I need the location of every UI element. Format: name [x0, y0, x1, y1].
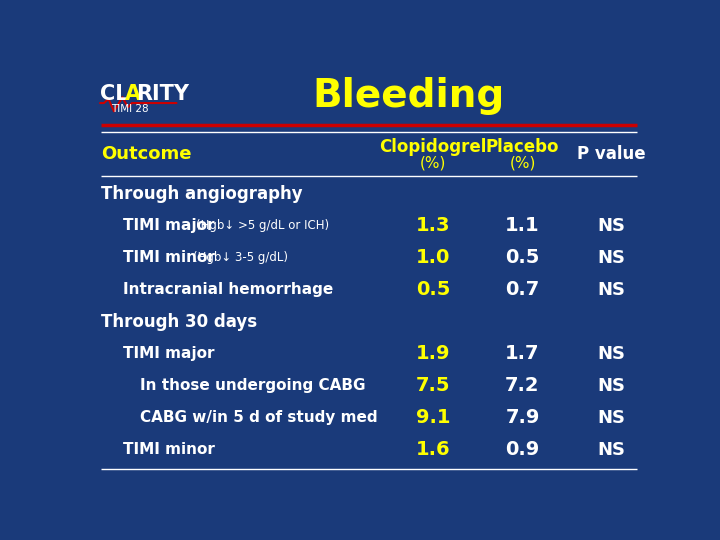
Text: NS: NS — [598, 345, 626, 363]
Text: 1.0: 1.0 — [416, 248, 450, 267]
Text: Through angiography: Through angiography — [101, 185, 303, 202]
Text: TIMI minor: TIMI minor — [124, 442, 215, 457]
Text: NS: NS — [598, 441, 626, 459]
Text: (%): (%) — [420, 156, 446, 171]
Text: Bleeding: Bleeding — [312, 77, 504, 115]
Text: Intracranial hemorrhage: Intracranial hemorrhage — [124, 282, 334, 297]
Text: (Hgb↓ 3-5 g/dL): (Hgb↓ 3-5 g/dL) — [193, 251, 288, 264]
Text: TIMI major: TIMI major — [124, 346, 215, 361]
Text: CL: CL — [100, 84, 129, 104]
Text: (Hgb↓ >5 g/dL or ICH): (Hgb↓ >5 g/dL or ICH) — [196, 219, 329, 232]
Text: NS: NS — [598, 409, 626, 427]
Text: NS: NS — [598, 377, 626, 395]
Text: A: A — [125, 84, 141, 104]
Text: NS: NS — [598, 249, 626, 267]
Text: In those undergoing CABG: In those undergoing CABG — [140, 379, 366, 393]
Text: RITY: RITY — [136, 84, 189, 104]
Text: 7.9: 7.9 — [505, 408, 539, 427]
Text: 1.9: 1.9 — [416, 345, 451, 363]
Text: 1.7: 1.7 — [505, 345, 540, 363]
Text: NS: NS — [598, 217, 626, 235]
Text: TIMI 28: TIMI 28 — [111, 104, 149, 114]
Text: 1.1: 1.1 — [505, 216, 540, 235]
Text: 0.7: 0.7 — [505, 280, 539, 299]
Text: TIMI minor: TIMI minor — [124, 250, 220, 265]
Text: P value: P value — [577, 145, 646, 163]
Text: 7.2: 7.2 — [505, 376, 540, 395]
Text: TIMI major: TIMI major — [124, 218, 220, 233]
Text: 0.5: 0.5 — [505, 248, 539, 267]
Text: (%): (%) — [509, 156, 536, 171]
Text: 1.6: 1.6 — [416, 440, 451, 460]
Text: Placebo: Placebo — [486, 138, 559, 156]
Text: 0.9: 0.9 — [505, 440, 539, 460]
Text: Clopidogrel: Clopidogrel — [379, 138, 487, 156]
Text: CABG w/in 5 d of study med: CABG w/in 5 d of study med — [140, 410, 378, 426]
Text: 7.5: 7.5 — [416, 376, 451, 395]
Text: 1.3: 1.3 — [416, 216, 451, 235]
Text: NS: NS — [598, 281, 626, 299]
Text: Through 30 days: Through 30 days — [101, 313, 257, 331]
Text: 0.5: 0.5 — [416, 280, 450, 299]
Text: Outcome: Outcome — [101, 145, 192, 163]
Text: 9.1: 9.1 — [416, 408, 451, 427]
